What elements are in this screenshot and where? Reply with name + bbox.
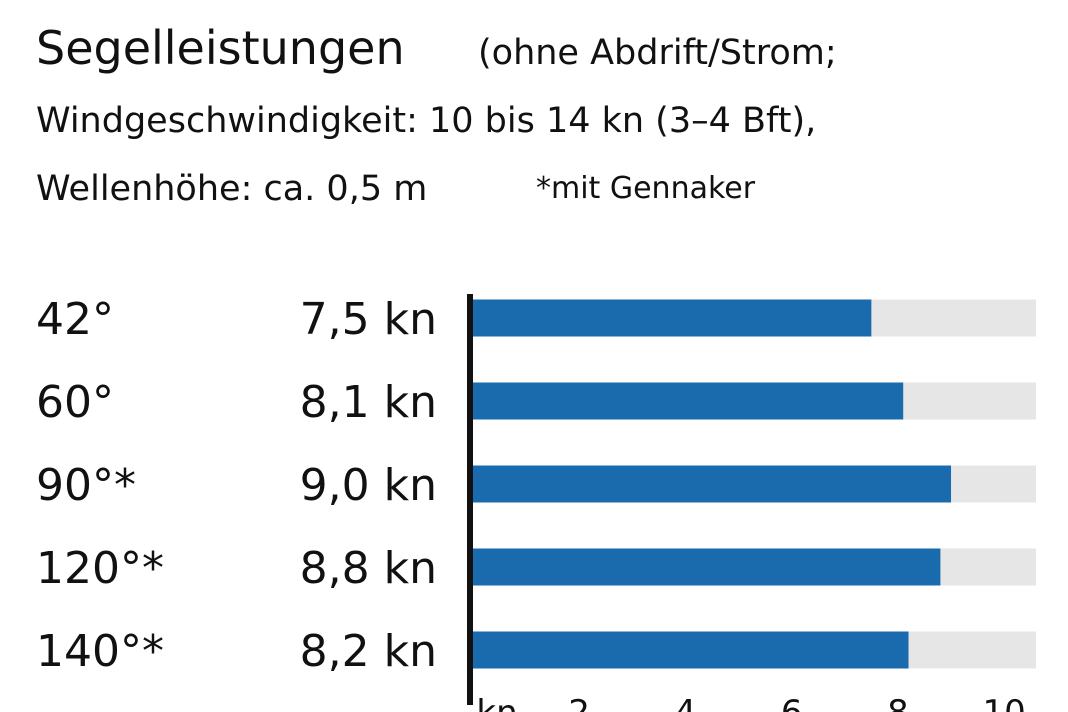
x-tick-label: 6 <box>781 693 803 712</box>
value-label: 9,0 kn <box>300 460 437 511</box>
bar <box>473 631 909 669</box>
category-label: 60° <box>36 377 114 428</box>
value-label: 8,1 kn <box>300 377 437 428</box>
x-tick-label: 4 <box>675 693 697 712</box>
chart-subtitle: Wellenhöhe: ca. 0,5 m <box>36 169 427 209</box>
x-axis-label: kn <box>476 693 517 712</box>
bar <box>473 299 872 337</box>
value-label: 8,2 kn <box>300 626 437 677</box>
value-label: 7,5 kn <box>300 294 437 345</box>
x-tick-label: 2 <box>568 693 590 712</box>
bar <box>473 548 941 586</box>
category-label: 42° <box>36 294 114 345</box>
bar <box>473 465 952 503</box>
x-tick-label: 8 <box>887 693 909 712</box>
bar <box>473 382 904 420</box>
chart-subtitle: Windgeschwindigkeit: 10 bis 14 kn (3–4 B… <box>36 101 816 141</box>
chart-title: Segelleistungen <box>36 21 405 75</box>
category-label: 140°* <box>36 626 164 677</box>
category-label: 120°* <box>36 543 164 594</box>
value-label: 8,8 kn <box>300 543 437 594</box>
category-label: 90°* <box>36 460 136 511</box>
chart-note: *mit Gennaker <box>536 171 756 206</box>
x-tick-label: 10 <box>982 693 1025 712</box>
axis-line <box>467 294 473 705</box>
chart-subtitle: (ohne Abdrift/Strom; <box>478 33 837 73</box>
